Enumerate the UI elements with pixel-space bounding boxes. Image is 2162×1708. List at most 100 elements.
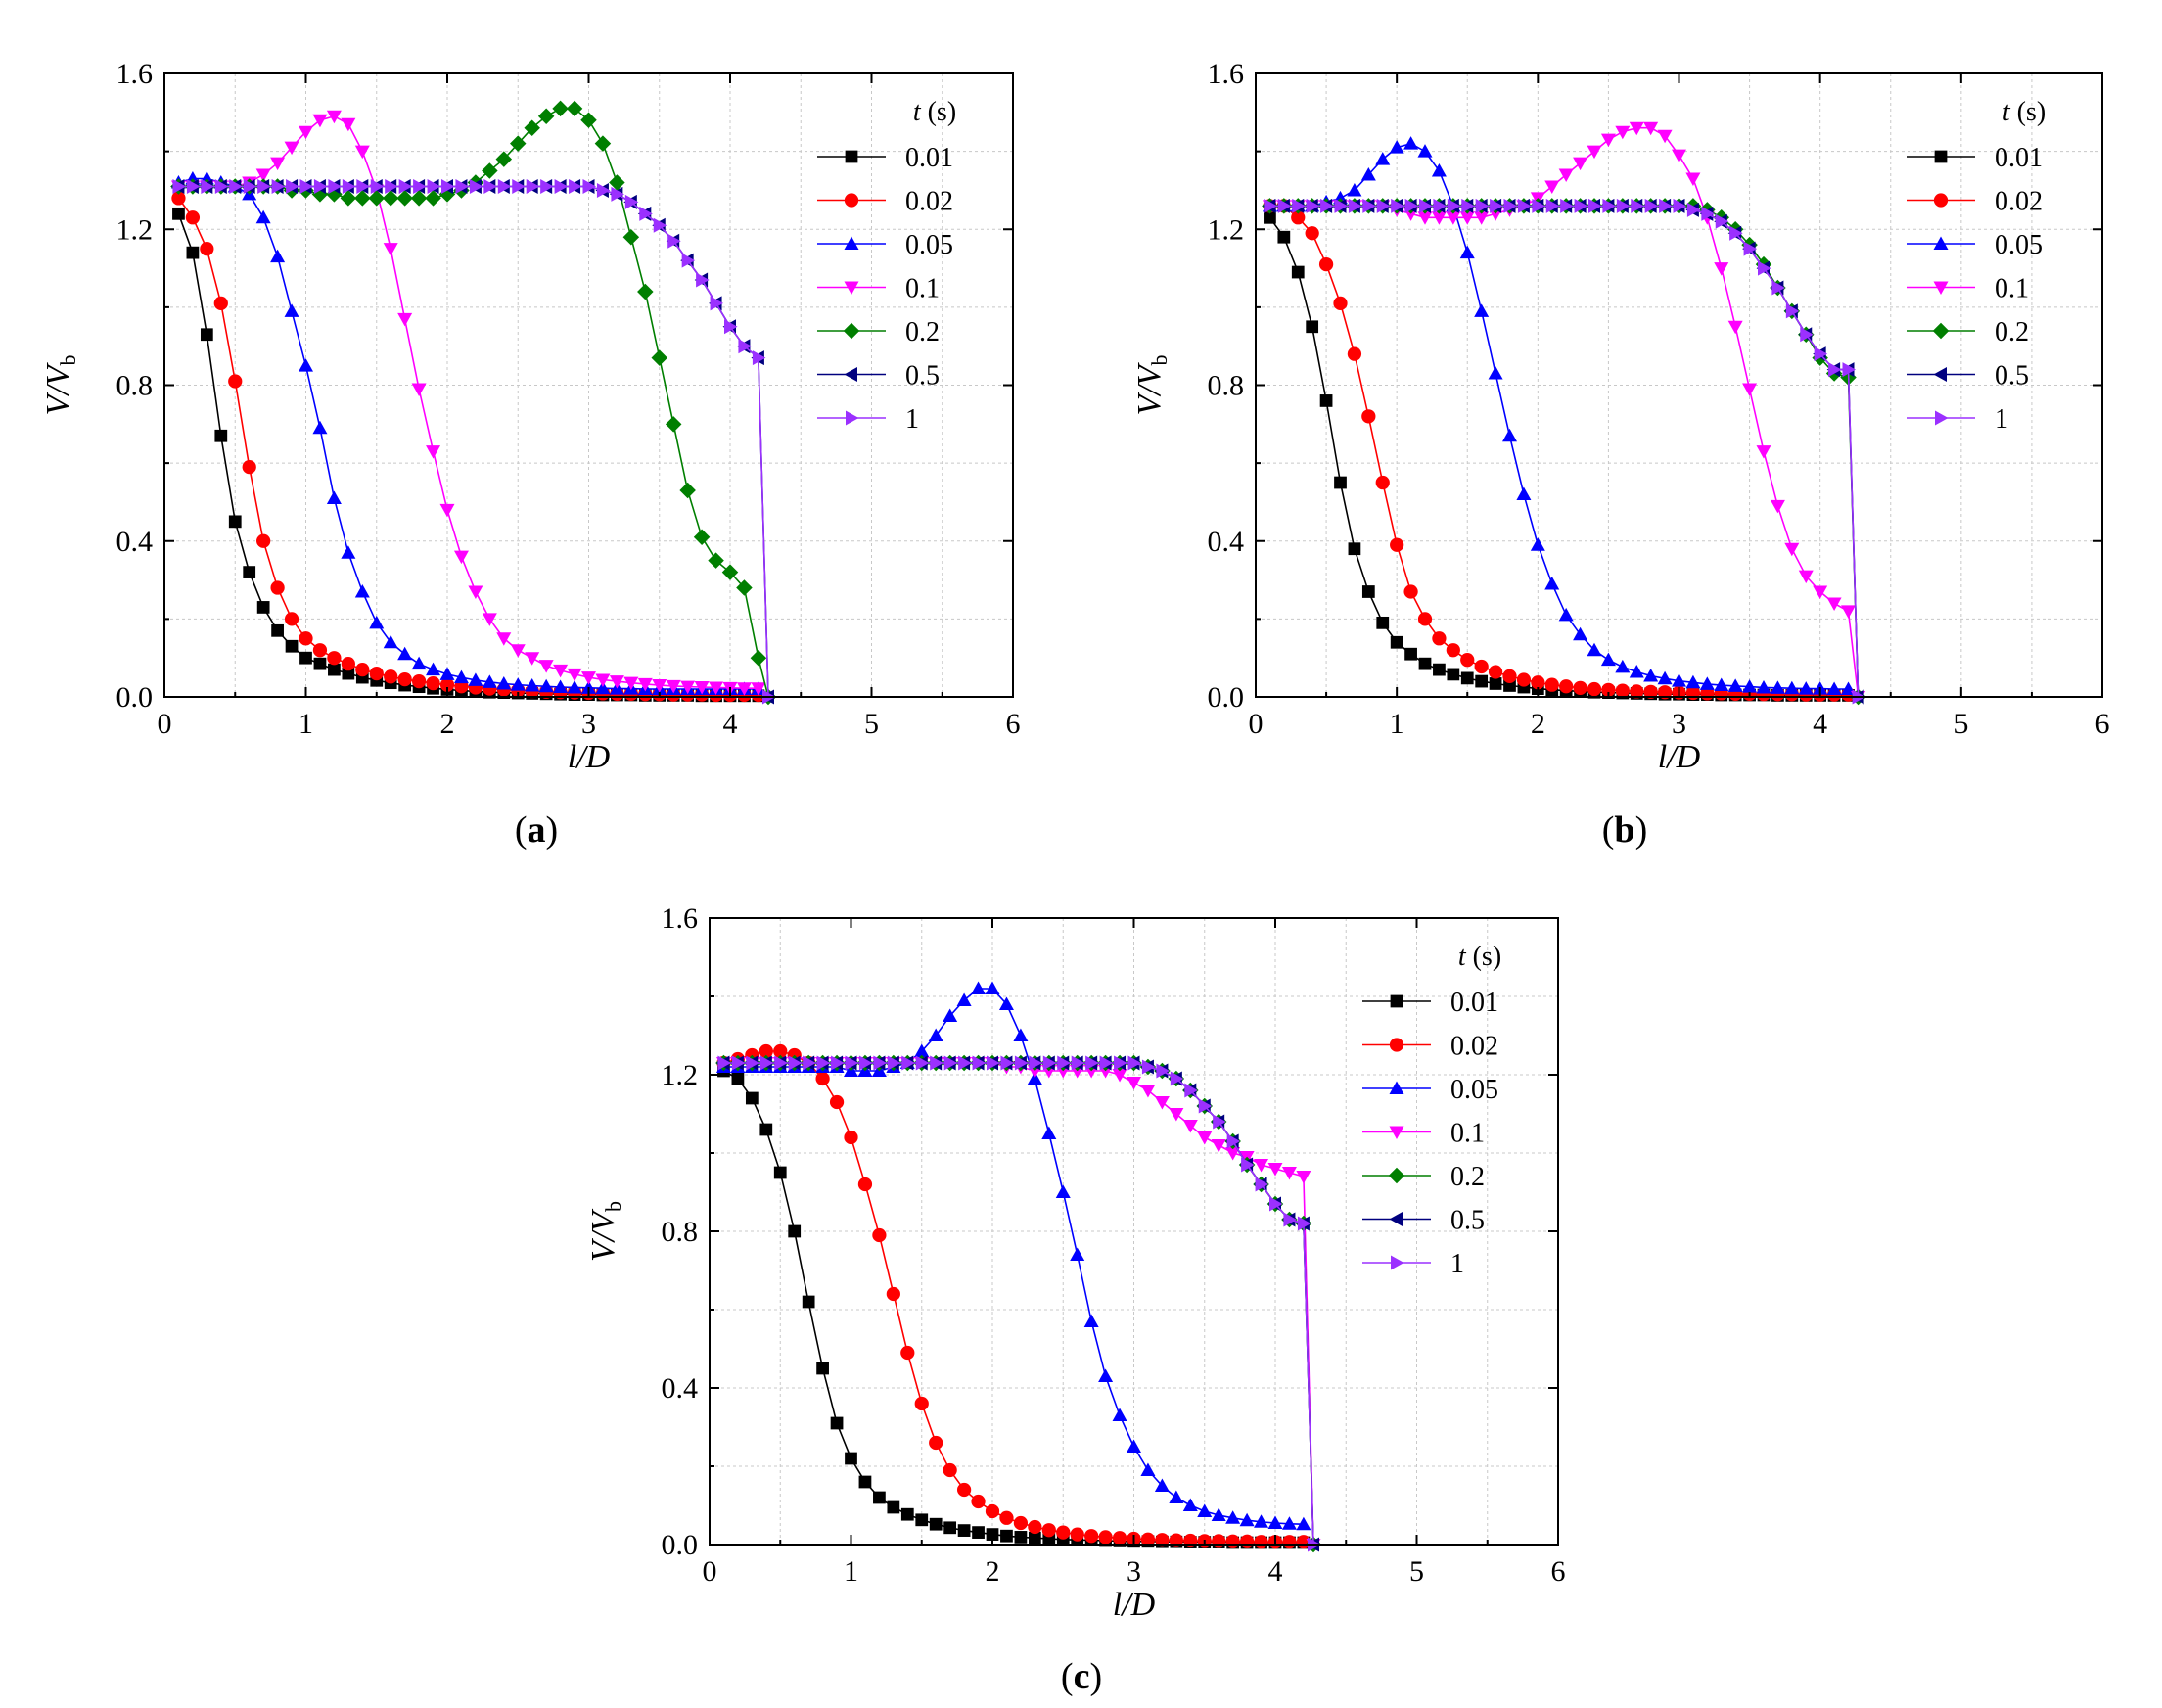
data-point	[369, 615, 385, 629]
data-point	[623, 676, 639, 691]
data-point	[540, 178, 554, 194]
data-point	[200, 328, 213, 342]
data-point	[397, 646, 413, 661]
data-point	[538, 660, 554, 673]
data-point	[759, 1055, 774, 1071]
legend-label: 0.5	[1450, 1206, 1485, 1236]
data-point	[1376, 198, 1391, 213]
data-point	[1672, 149, 1686, 163]
series-0.05	[1262, 136, 1856, 696]
data-point	[313, 657, 327, 670]
legend-label: 0.05	[905, 230, 953, 260]
legend-entry: 0.2	[817, 317, 940, 347]
data-point	[1029, 1055, 1042, 1071]
data-point	[1404, 198, 1419, 213]
data-point	[537, 108, 555, 125]
x-tick-label: 2	[986, 1555, 1000, 1588]
data-point	[1254, 1535, 1268, 1549]
data-point	[1558, 607, 1574, 622]
data-point	[383, 243, 398, 256]
data-point	[666, 679, 681, 694]
data-point	[1770, 680, 1785, 694]
data-point	[214, 429, 228, 442]
data-point	[525, 677, 540, 692]
data-point	[385, 178, 398, 194]
data-point	[943, 1462, 957, 1478]
x-tick-label: 6	[2095, 708, 2110, 740]
data-point	[453, 669, 469, 684]
data-point	[731, 1055, 746, 1071]
data-point	[1347, 346, 1362, 361]
data-point	[1657, 129, 1673, 144]
caption-letter: a	[528, 809, 546, 851]
data-point	[1643, 121, 1659, 136]
data-point	[1334, 198, 1348, 213]
data-point	[469, 178, 483, 194]
legend-label: 0.01	[1995, 143, 2043, 173]
caption-open: (	[515, 809, 528, 851]
data-point	[299, 631, 313, 646]
data-point	[1771, 280, 1785, 296]
data-point	[637, 283, 654, 300]
legend-label: 0.2	[1450, 1162, 1485, 1192]
x-tick-label: 0	[703, 1555, 717, 1588]
data-point	[1404, 647, 1417, 661]
legend-marker	[1933, 236, 1949, 250]
data-point	[1559, 679, 1574, 694]
data-point	[256, 601, 270, 614]
data-point	[1296, 1171, 1311, 1184]
chart-panel-a: 0 1 2 3 4 5 6 0.0 0.4 0.8 1.2 1.6 l/D V/Vb t (s) 0.01 0.…	[40, 58, 1021, 851]
data-point	[271, 178, 286, 194]
caption-close: )	[1635, 809, 1648, 851]
data-point	[845, 1055, 858, 1071]
legend-label: 0.02	[905, 187, 953, 217]
legend-marker	[1391, 1255, 1404, 1270]
data-point	[1362, 198, 1376, 213]
caption-close: )	[546, 809, 559, 851]
data-point	[524, 119, 540, 136]
data-point	[971, 1494, 986, 1509]
data-point	[816, 1362, 829, 1375]
data-point	[887, 1500, 900, 1514]
data-point	[1211, 1139, 1226, 1153]
data-point	[496, 675, 512, 690]
data-point	[243, 178, 257, 194]
data-point	[1267, 1163, 1283, 1177]
data-point	[1659, 198, 1673, 213]
data-point	[1459, 211, 1475, 225]
x-tick-label: 4	[1813, 708, 1827, 740]
data-point	[326, 490, 342, 504]
data-point	[1673, 198, 1686, 213]
data-point	[1155, 1533, 1170, 1547]
data-point	[1013, 1515, 1029, 1531]
data-point	[468, 585, 483, 600]
data-point	[1098, 1530, 1113, 1545]
data-point	[1417, 211, 1433, 225]
legend: t (s) 0.01 0.02 0.05 0.1 0.2 0.5 1	[1362, 942, 1501, 1279]
data-point	[228, 374, 243, 389]
data-point	[746, 1055, 759, 1071]
data-point	[1417, 612, 1433, 626]
data-point	[1212, 1534, 1226, 1548]
y-tick-label: 1.6	[662, 902, 699, 935]
data-point	[1657, 685, 1673, 700]
data-point	[397, 312, 413, 327]
data-point	[1071, 1055, 1085, 1071]
data-point	[271, 623, 284, 637]
data-point	[567, 679, 582, 694]
data-point	[745, 1091, 759, 1105]
data-point	[1672, 673, 1686, 687]
data-point	[510, 644, 526, 658]
data-point	[815, 1071, 830, 1086]
legend-entry: 0.02	[817, 187, 953, 217]
data-point	[998, 996, 1014, 1010]
y-tick-label: 0.4	[1208, 526, 1245, 558]
data-point	[887, 1055, 901, 1071]
data-point	[681, 253, 696, 268]
legend-label: 0.1	[905, 274, 940, 304]
data-point	[1643, 684, 1658, 699]
data-point	[1418, 657, 1432, 670]
data-point	[773, 1166, 787, 1179]
data-point	[1785, 303, 1800, 319]
panel-caption: (b)	[1602, 809, 1647, 851]
